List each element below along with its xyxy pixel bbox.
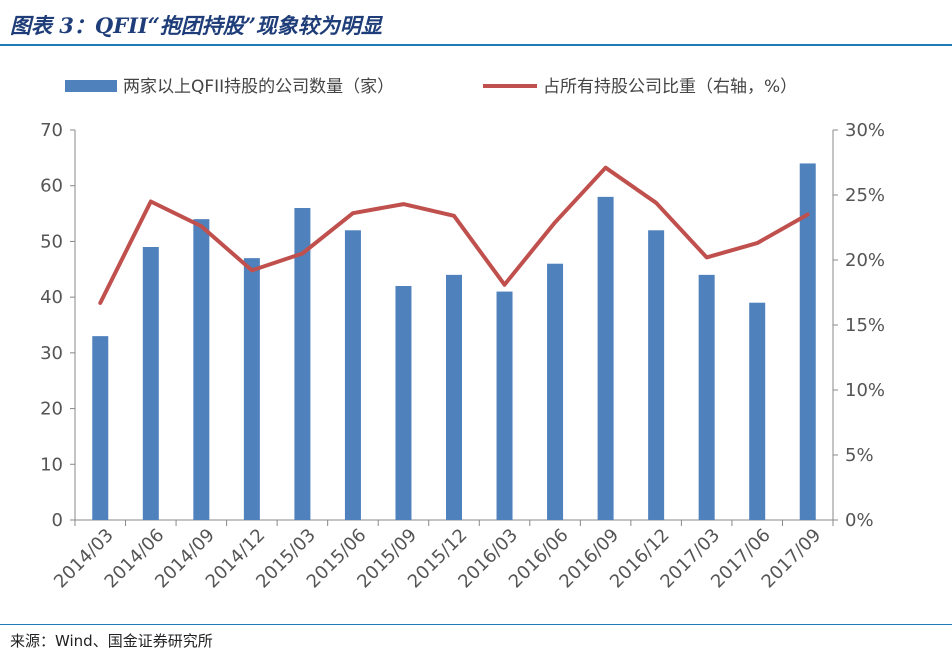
right-tick-label: 0%	[845, 510, 874, 531]
bar-2017-06	[749, 302, 766, 520]
left-tick-label: 60	[40, 176, 63, 197]
right-tick-label: 20%	[845, 250, 885, 271]
left-tick-label: 20	[40, 399, 63, 420]
bar-2014-06	[142, 247, 159, 520]
left-tick-label: 40	[40, 287, 63, 308]
bar-2016-09	[597, 196, 614, 520]
bar-2014-12	[243, 258, 260, 520]
left-tick-label: 10	[40, 454, 63, 475]
left-tick-label: 50	[40, 231, 63, 252]
top-divider	[0, 44, 952, 46]
bar-2017-03	[698, 274, 715, 520]
bar-2016-12	[648, 230, 665, 521]
legend-label-line: 占所有持股公司比重（右轴，%）	[543, 77, 797, 97]
chart-title: 图表 3：QFII“抱团持股”现象较为明显	[10, 13, 382, 38]
source-note: 来源：Wind、国金证券研究所	[10, 632, 213, 650]
right-tick-label: 10%	[845, 380, 885, 401]
left-tick-label: 0	[52, 510, 63, 531]
bar-2014-03	[92, 336, 109, 520]
right-tick-label: 5%	[845, 445, 874, 466]
bar-2015-12	[446, 274, 462, 520]
bar-2016-06	[547, 263, 564, 520]
bar-2017-09	[799, 163, 816, 520]
left-tick-label: 70	[40, 120, 63, 141]
bottom-divider	[0, 624, 952, 625]
right-tick-label: 30%	[845, 120, 885, 141]
left-tick-label: 30	[40, 343, 63, 364]
legend-swatch-bar	[65, 80, 117, 92]
bar-2014-09	[193, 219, 210, 520]
share-line-series	[98, 165, 810, 305]
legend-label-bar: 两家以上QFII持股的公司数量（家）	[123, 77, 394, 97]
bar-2016-03	[496, 291, 513, 520]
bar-2015-03	[294, 208, 311, 520]
bar-2015-06	[344, 230, 361, 521]
right-tick-label: 25%	[845, 185, 885, 206]
combo-chart: 两家以上QFII持股的公司数量（家） 占所有持股公司比重（右轴，%） 0 10 20 30…	[40, 77, 885, 592]
bar-2015-09	[395, 286, 412, 520]
right-tick-label: 15%	[845, 315, 885, 336]
